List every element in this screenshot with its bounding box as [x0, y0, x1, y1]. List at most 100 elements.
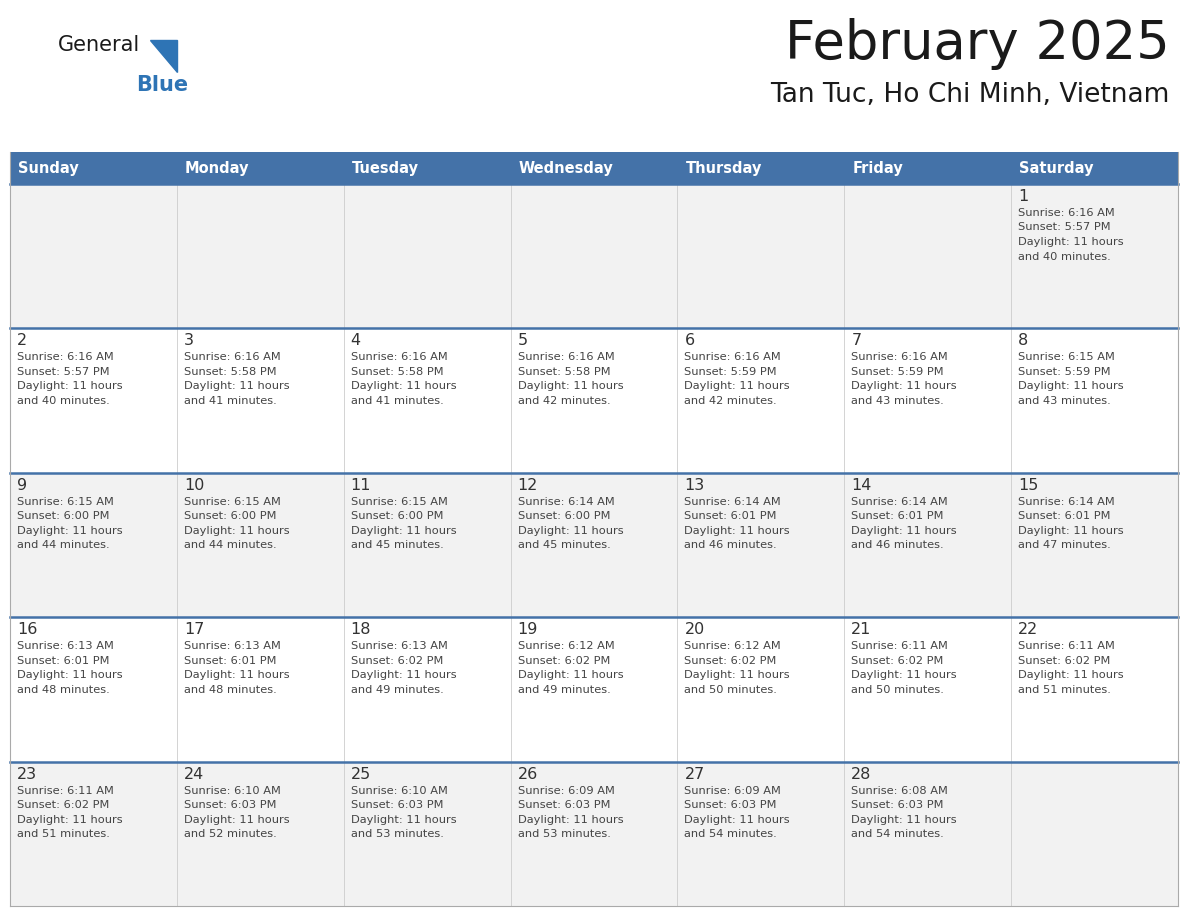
Text: Sunset: 6:03 PM: Sunset: 6:03 PM [350, 800, 443, 810]
Text: Sunset: 5:58 PM: Sunset: 5:58 PM [350, 367, 443, 377]
Text: Sunrise: 6:14 AM: Sunrise: 6:14 AM [518, 497, 614, 507]
Text: General: General [58, 35, 140, 55]
Text: 6: 6 [684, 333, 695, 349]
Text: Daylight: 11 hours: Daylight: 11 hours [1018, 381, 1124, 391]
Text: Sunrise: 6:09 AM: Sunrise: 6:09 AM [518, 786, 614, 796]
Text: 23: 23 [17, 767, 37, 781]
Text: Sunrise: 6:16 AM: Sunrise: 6:16 AM [184, 353, 280, 363]
Text: Sunrise: 6:13 AM: Sunrise: 6:13 AM [350, 641, 448, 651]
Text: and 49 minutes.: and 49 minutes. [518, 685, 611, 695]
Text: Saturday: Saturday [1019, 161, 1094, 175]
Text: and 42 minutes.: and 42 minutes. [518, 396, 611, 406]
Bar [177, 473, 343, 617]
Bar [845, 473, 1011, 617]
Text: 11: 11 [350, 477, 371, 493]
Text: Sunrise: 6:13 AM: Sunrise: 6:13 AM [17, 641, 114, 651]
Text: Wednesday: Wednesday [519, 161, 613, 175]
Bar [10, 329, 177, 473]
Bar [677, 762, 845, 906]
Bar [511, 184, 677, 329]
Text: Daylight: 11 hours: Daylight: 11 hours [1018, 670, 1124, 680]
Text: and 48 minutes.: and 48 minutes. [184, 685, 277, 695]
Text: and 51 minutes.: and 51 minutes. [17, 829, 109, 839]
Text: Blue: Blue [135, 75, 188, 95]
Bar [10, 617, 177, 762]
Text: Sunset: 6:02 PM: Sunset: 6:02 PM [852, 655, 943, 666]
Text: Sunset: 6:03 PM: Sunset: 6:03 PM [518, 800, 611, 810]
Text: Sunset: 6:01 PM: Sunset: 6:01 PM [1018, 511, 1111, 521]
Text: Daylight: 11 hours: Daylight: 11 hours [518, 814, 624, 824]
Text: 17: 17 [184, 622, 204, 637]
Text: 18: 18 [350, 622, 371, 637]
Text: Daylight: 11 hours: Daylight: 11 hours [518, 670, 624, 680]
Text: and 40 minutes.: and 40 minutes. [1018, 252, 1111, 262]
Bar [511, 762, 677, 906]
Text: Sunset: 5:59 PM: Sunset: 5:59 PM [1018, 367, 1111, 377]
Text: and 43 minutes.: and 43 minutes. [852, 396, 944, 406]
Text: 24: 24 [184, 767, 204, 781]
Text: Sunrise: 6:14 AM: Sunrise: 6:14 AM [852, 497, 948, 507]
Text: and 46 minutes.: and 46 minutes. [852, 541, 944, 550]
Text: Sunset: 6:01 PM: Sunset: 6:01 PM [684, 511, 777, 521]
Text: Sunset: 5:58 PM: Sunset: 5:58 PM [184, 367, 277, 377]
Text: and 45 minutes.: and 45 minutes. [350, 541, 443, 550]
Text: Sunrise: 6:09 AM: Sunrise: 6:09 AM [684, 786, 782, 796]
Text: Sunday: Sunday [18, 161, 78, 175]
Text: and 53 minutes.: and 53 minutes. [518, 829, 611, 839]
Text: Sunrise: 6:11 AM: Sunrise: 6:11 AM [1018, 641, 1116, 651]
Text: Sunset: 6:02 PM: Sunset: 6:02 PM [684, 655, 777, 666]
Bar [1011, 617, 1178, 762]
Text: 19: 19 [518, 622, 538, 637]
Text: Sunrise: 6:08 AM: Sunrise: 6:08 AM [852, 786, 948, 796]
Text: 13: 13 [684, 477, 704, 493]
Text: Sunset: 5:57 PM: Sunset: 5:57 PM [1018, 222, 1111, 232]
Text: Thursday: Thursday [685, 161, 762, 175]
Text: 27: 27 [684, 767, 704, 781]
Text: Sunrise: 6:15 AM: Sunrise: 6:15 AM [17, 497, 114, 507]
Text: and 54 minutes.: and 54 minutes. [684, 829, 777, 839]
Text: 15: 15 [1018, 477, 1038, 493]
Text: and 41 minutes.: and 41 minutes. [350, 396, 443, 406]
Bar [343, 617, 511, 762]
Text: Daylight: 11 hours: Daylight: 11 hours [17, 670, 122, 680]
Bar [511, 473, 677, 617]
Bar [1011, 762, 1178, 906]
Text: Sunset: 6:02 PM: Sunset: 6:02 PM [1018, 655, 1111, 666]
Bar [343, 329, 511, 473]
Text: Sunrise: 6:16 AM: Sunrise: 6:16 AM [17, 353, 114, 363]
Text: Sunrise: 6:10 AM: Sunrise: 6:10 AM [350, 786, 448, 796]
Text: 21: 21 [852, 622, 872, 637]
Bar [845, 329, 1011, 473]
Text: Daylight: 11 hours: Daylight: 11 hours [852, 670, 956, 680]
Text: Daylight: 11 hours: Daylight: 11 hours [852, 526, 956, 536]
Bar [677, 152, 845, 184]
Text: Sunset: 5:58 PM: Sunset: 5:58 PM [518, 367, 611, 377]
Text: and 49 minutes.: and 49 minutes. [350, 685, 443, 695]
Bar [1011, 329, 1178, 473]
Text: 12: 12 [518, 477, 538, 493]
Text: Sunrise: 6:15 AM: Sunrise: 6:15 AM [1018, 353, 1116, 363]
Bar [845, 617, 1011, 762]
Bar [677, 617, 845, 762]
Text: and 47 minutes.: and 47 minutes. [1018, 541, 1111, 550]
Bar [677, 329, 845, 473]
Text: Sunset: 6:02 PM: Sunset: 6:02 PM [350, 655, 443, 666]
Bar [177, 184, 343, 329]
Text: Daylight: 11 hours: Daylight: 11 hours [684, 526, 790, 536]
Text: Tan Tuc, Ho Chi Minh, Vietnam: Tan Tuc, Ho Chi Minh, Vietnam [771, 82, 1170, 108]
Bar [177, 617, 343, 762]
Text: Sunrise: 6:10 AM: Sunrise: 6:10 AM [184, 786, 280, 796]
Text: 7: 7 [852, 333, 861, 349]
Text: 3: 3 [184, 333, 194, 349]
Text: Sunrise: 6:16 AM: Sunrise: 6:16 AM [852, 353, 948, 363]
Text: Daylight: 11 hours: Daylight: 11 hours [684, 814, 790, 824]
Text: February 2025: February 2025 [785, 18, 1170, 70]
Text: Sunset: 6:01 PM: Sunset: 6:01 PM [184, 655, 277, 666]
Bar [511, 329, 677, 473]
Text: Monday: Monday [185, 161, 249, 175]
Text: Sunset: 6:00 PM: Sunset: 6:00 PM [17, 511, 109, 521]
Bar [343, 473, 511, 617]
Text: Sunrise: 6:11 AM: Sunrise: 6:11 AM [852, 641, 948, 651]
Text: Daylight: 11 hours: Daylight: 11 hours [184, 381, 290, 391]
Bar [177, 329, 343, 473]
